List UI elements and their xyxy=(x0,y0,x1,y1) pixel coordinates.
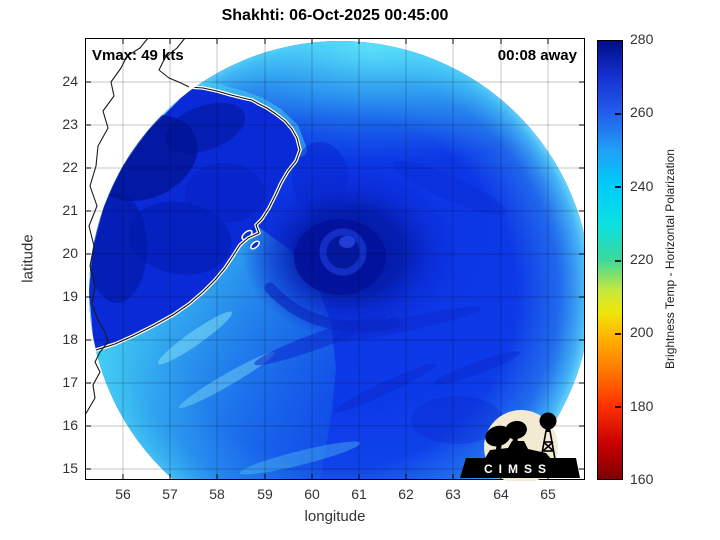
y-tick-label: 15 xyxy=(62,460,78,476)
colorbar-tick-label: 240 xyxy=(630,178,654,194)
colorbar-tick xyxy=(615,333,621,335)
colorbar-tick-label: 260 xyxy=(630,104,654,120)
y-tick-label: 19 xyxy=(62,288,78,304)
y-tick-label: 23 xyxy=(62,116,78,132)
colorbar-tick xyxy=(615,113,621,115)
y-tick-label: 22 xyxy=(62,159,78,175)
colorbar-tick xyxy=(615,186,621,188)
y-tick-label: 17 xyxy=(62,374,78,390)
page-title: Shakhti: 06-Oct-2025 00:45:00 xyxy=(221,7,449,24)
colorbar-tick-label: 280 xyxy=(630,31,654,47)
swath-imagery xyxy=(89,41,585,480)
colorbar-label: Brightness Temp - Horizontal Polarizatio… xyxy=(663,149,677,369)
axes-border xyxy=(85,38,585,480)
cimss-logo: CIMSS xyxy=(458,404,582,481)
x-tick-label: 58 xyxy=(209,486,225,502)
colorbar-tick-label: 220 xyxy=(630,251,654,267)
y-axis-label: latitude xyxy=(19,234,37,283)
colorbar-tick-label: 180 xyxy=(630,398,654,414)
coastline-outside-swath xyxy=(85,38,190,416)
colorbar-tick xyxy=(615,260,621,262)
gridlines xyxy=(85,38,585,480)
satellite-dishes-icon xyxy=(484,420,552,460)
logo-banner xyxy=(460,458,580,478)
x-tick-label: 60 xyxy=(304,486,320,502)
plot-area xyxy=(85,38,585,480)
coastline xyxy=(94,85,302,352)
y-tick-label: 21 xyxy=(62,202,78,218)
water-tower-icon xyxy=(539,412,557,460)
x-tick-label: 57 xyxy=(162,486,178,502)
y-tick-label: 20 xyxy=(62,245,78,261)
x-tick-label: 59 xyxy=(257,486,273,502)
y-tick-label: 24 xyxy=(62,73,78,89)
y-tick-label: 16 xyxy=(62,417,78,433)
x-tick-label: 56 xyxy=(115,486,131,502)
y-tick-label: 18 xyxy=(62,331,78,347)
satellite-swath-plot xyxy=(85,38,585,480)
rain-bands xyxy=(254,160,521,444)
cimss-logo-text: CIMSS xyxy=(484,462,552,476)
colorbar-tick xyxy=(615,406,621,408)
x-tick-label: 64 xyxy=(493,486,509,502)
colorbar-tick-label: 160 xyxy=(630,471,654,487)
vmax-annotation: Vmax: 49 kts xyxy=(92,47,184,64)
x-axis-label: longitude xyxy=(304,508,366,525)
x-tick-label: 65 xyxy=(540,486,556,502)
x-tick-label: 61 xyxy=(351,486,367,502)
colorbar-tick-label: 200 xyxy=(630,324,654,340)
colorbar xyxy=(597,40,623,480)
time-offset-annotation: 00:08 away xyxy=(497,47,577,64)
x-tick-label: 62 xyxy=(398,486,414,502)
x-tick-label: 63 xyxy=(445,486,461,502)
